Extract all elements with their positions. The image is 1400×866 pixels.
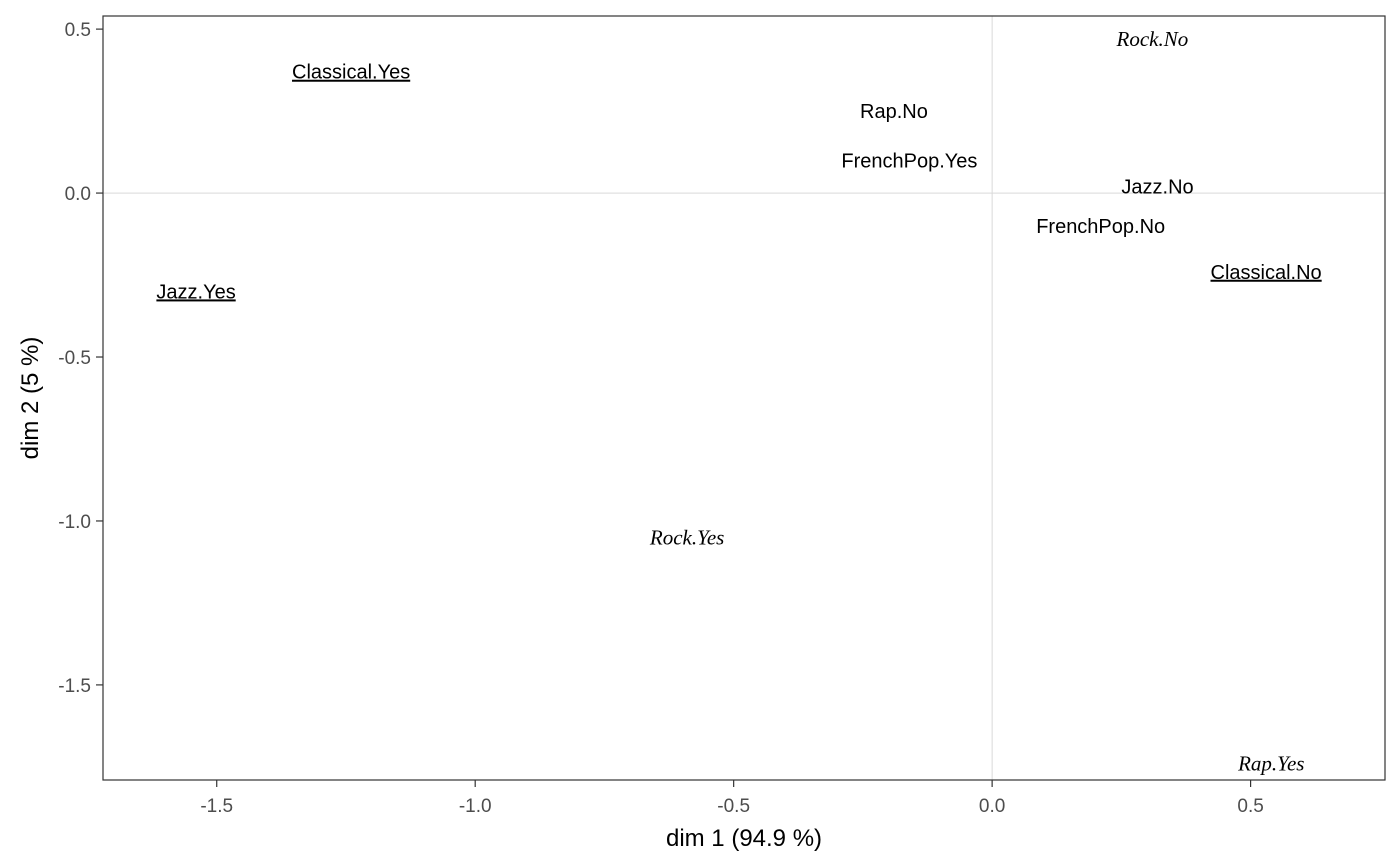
x-axis-title: dim 1 (94.9 %) bbox=[666, 825, 822, 852]
point-label: FrenchPop.Yes bbox=[841, 150, 977, 172]
x-tick-label: 0.5 bbox=[1237, 796, 1263, 817]
x-tick-label: 0.0 bbox=[979, 796, 1005, 817]
point-labels: Classical.Yes Jazz.Yes Classical.No Rap.No F… bbox=[156, 27, 1321, 776]
y-tick-label: -1.0 bbox=[58, 512, 91, 533]
x-tick-label: -1.0 bbox=[459, 796, 492, 817]
x-axis: -1.5 -1.0 -0.5 0.0 0.5 bbox=[200, 780, 1264, 817]
reference-lines bbox=[103, 16, 1385, 780]
point-label: Jazz.Yes bbox=[156, 281, 235, 303]
y-tick-label: -1.5 bbox=[58, 676, 91, 697]
y-tick-label: 0.5 bbox=[65, 20, 91, 41]
y-tick-label: -0.5 bbox=[58, 348, 91, 369]
point-label: Jazz.No bbox=[1121, 177, 1193, 199]
y-tick-label: 0.0 bbox=[65, 184, 91, 205]
y-axis: 0.5 0.0 -0.5 -1.0 -1.5 bbox=[58, 20, 103, 697]
point-label: Rock.Yes bbox=[649, 525, 724, 549]
point-label: FrenchPop.No bbox=[1036, 216, 1165, 238]
y-axis-title: dim 2 (5 %) bbox=[17, 337, 44, 460]
point-label: Rap.Yes bbox=[1237, 752, 1304, 776]
plot-panel-border bbox=[102, 15, 1386, 781]
point-label: Classical.Yes bbox=[292, 62, 410, 84]
point-label: Rap.No bbox=[860, 101, 928, 123]
x-tick-label: -0.5 bbox=[717, 796, 750, 817]
x-tick-label: -1.5 bbox=[200, 796, 233, 817]
point-label: Classical.No bbox=[1211, 262, 1322, 284]
point-label: Rock.No bbox=[1116, 27, 1189, 51]
